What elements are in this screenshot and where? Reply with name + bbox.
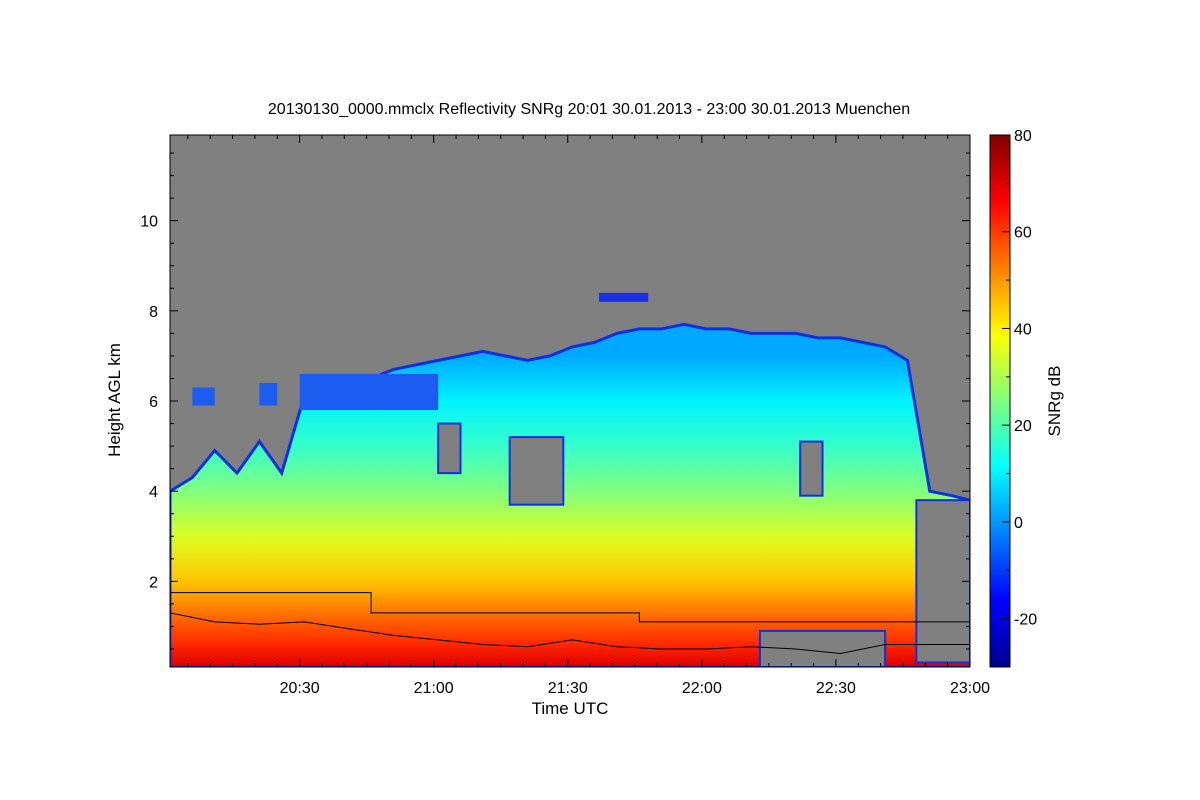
upper-echo-layer [599,292,649,302]
y-axis: 2 4 6 8 10 [140,152,970,650]
x-axis: 20:30 21:00 21:30 22:00 22:30 23:00 [187,135,990,697]
upper-echo-layer [259,382,278,406]
x-tick-label: 21:00 [414,680,454,697]
upper-echo-layer [299,373,439,411]
x-tick-label: 22:00 [682,680,722,697]
echo-free-gap [915,499,970,664]
x-tick-label: 20:30 [280,680,320,697]
overlay-lines [170,592,970,655]
colorbar-tick-label: 80 [1014,128,1032,145]
y-tick-label: 6 [149,394,158,411]
y-tick-label: 2 [149,574,158,591]
step-line [170,592,970,623]
colorbar-tick-label: 40 [1014,321,1032,338]
x-tick-label: 21:30 [548,680,588,697]
y-tick-label: 10 [140,214,158,231]
reflectivity-heatmap [170,292,970,667]
colorbar-title: SNRg dB [1045,366,1064,437]
x-tick-label: 23:00 [950,680,990,697]
x-axis-title: Time UTC [532,699,609,718]
y-tick-label: 8 [149,304,158,321]
plot-area [169,134,971,668]
colorbar: -20 0 20 40 60 80 SNRg dB [989,128,1064,668]
colorbar-tick-label: 60 [1014,225,1032,242]
cloud-echo-region [170,322,970,667]
upper-echo-layer [192,387,215,406]
colorbar-gradient [989,134,1011,668]
echo-free-gap [508,436,565,506]
y-axis-title: Height AGL km [105,343,124,457]
y-tick-label: 4 [149,484,158,501]
echo-free-gap [758,629,887,667]
boundary-line [170,612,970,655]
colorbar-tick-label: 0 [1014,515,1023,532]
colorbar-tick-label: -20 [1014,612,1037,629]
colorbar-tick-label: 20 [1014,418,1032,435]
x-tick-label: 22:30 [816,680,856,697]
colorbar-ticks: -20 0 20 40 60 80 [1002,128,1037,668]
echo-free-gap [437,422,462,475]
chart-title: 20130130_0000.mmclx Reflectivity SNRg 20… [268,101,910,118]
echo-free-gap [799,440,824,497]
